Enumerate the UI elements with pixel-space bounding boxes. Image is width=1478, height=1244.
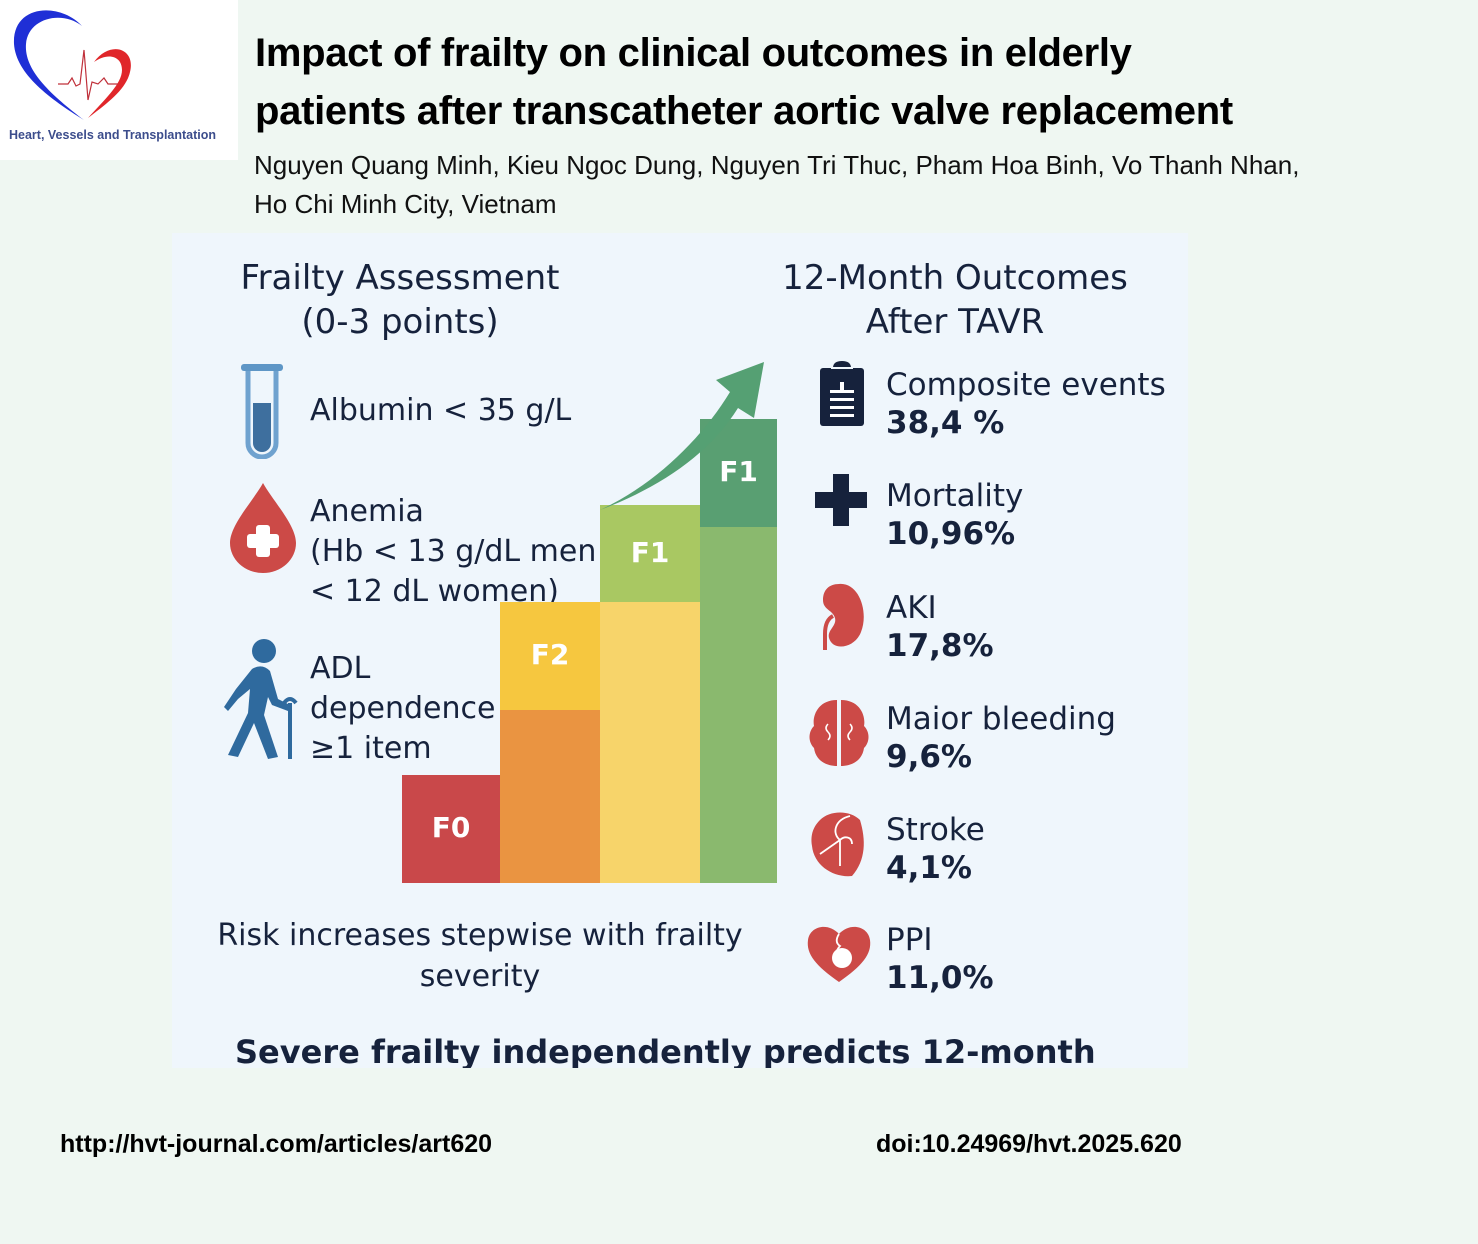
trend-up-arrow-icon (600, 362, 764, 510)
outcome-label: PPI (886, 922, 933, 958)
outcome-label: Mortality (886, 478, 1024, 514)
outcome-mortality: Mortality 10,96% (886, 477, 1023, 553)
criterion-adl: ADL dependence ≥1 item (310, 649, 495, 769)
outcome-label: AKI (886, 590, 937, 626)
journal-name: Heart, Vessels and Transplantation (9, 128, 217, 142)
outcome-label: Composite events (886, 367, 1166, 403)
heart-logo-icon (13, 10, 131, 120)
frailty-step-chart: F0 F2 F1 F1 (402, 350, 782, 884)
outcomes-title-line-2: After TAVR (865, 302, 1045, 342)
criterion-anemia-line-2: (Hb < 13 g/dL men (310, 534, 597, 569)
outcomes-title-line-1: 12-Month Outcomes (782, 258, 1128, 298)
chart-caption: Risk increases stepwise with frailty sev… (200, 915, 760, 997)
clipboard-icon (820, 358, 864, 426)
bar-label: F1 (630, 535, 670, 569)
outcome-value: 11,0% (886, 960, 994, 996)
authors: Nguyen Quang Minh, Kieu Ngoc Dung, Nguye… (254, 146, 1454, 224)
article-title: Impact of frailty on clinical outcomes i… (255, 24, 1435, 140)
criterion-anemia-line-1: Anemia (310, 494, 424, 529)
outcome-value: 9,6% (886, 739, 972, 775)
outcome-composite: Composite events 38,4 % (886, 366, 1166, 442)
criterion-adl-line-1: ADL (310, 651, 371, 686)
title-line-1: Impact of frailty on clinical outcomes i… (255, 31, 1132, 75)
outcomes-title: 12-Month Outcomes After TAVR (760, 256, 1150, 344)
outcome-value: 10,96% (886, 516, 1016, 552)
outcome-aki: AKI 17,8% (886, 589, 994, 665)
doi-link[interactable]: doi:10.24969/hvt.2025.620 (876, 1130, 1182, 1158)
outcome-stroke: Stroke 4,1% (886, 811, 985, 887)
outcome-major-bleeding: Maior bleeding 9,6% (886, 700, 1116, 776)
outcome-label: Stroke (886, 812, 985, 848)
bar-label: F2 (530, 638, 570, 672)
outcome-ppi: PPI 11,0% (886, 921, 994, 997)
chart-caption-line-2: severity (419, 959, 541, 994)
criterion-albumin: Albumin < 35 g/L (310, 391, 571, 431)
bar-f1-upper (600, 505, 700, 603)
outcome-value: 38,4 % (886, 405, 1005, 441)
brain-icon (809, 700, 869, 766)
criterion-adl-line-3: ≥1 item (310, 731, 432, 766)
criterion-adl-line-2: dependence (310, 691, 496, 726)
outcome-value: 17,8% (886, 628, 994, 664)
frailty-title-line-1: Frailty Assessment (240, 258, 560, 298)
chart-caption-line-1: Risk increases stepwise with frailty (217, 918, 743, 953)
blood-drop-icon (230, 483, 296, 573)
article-url-link[interactable]: http://hvt-journal.com/articles/art620 (60, 1130, 493, 1158)
bar-label: F1 (719, 454, 758, 488)
bar-f0-upper (402, 775, 500, 883)
walking-elderly-icon (224, 639, 298, 759)
authors-line-2: Ho Chi Minh City, Vietnam (254, 189, 557, 219)
conclusion: Severe frailty independently predicts 12… (235, 1033, 1096, 1068)
test-tube-icon (241, 364, 283, 459)
criterion-albumin-text: Albumin < 35 g/L (310, 393, 572, 428)
kidney-icon (823, 583, 864, 650)
bar-f2-lower (500, 710, 600, 883)
outcome-value: 4,1% (886, 850, 972, 886)
title-line-2: patients after transcatheter aortic valv… (255, 89, 1233, 133)
bar-f1-lower (600, 602, 700, 883)
frailty-assessment-title: Frailty Assessment (0-3 points) (200, 256, 600, 344)
frailty-title-line-2: (0-3 points) (301, 302, 499, 342)
bar-label: F0 (431, 811, 471, 845)
bar-f2-upper (500, 602, 600, 711)
heart-pacemaker-icon (807, 926, 871, 982)
criterion-anemia: Anemia (Hb < 13 g/dL men < 12 dL women) (310, 492, 596, 612)
outcome-label: Maior bleeding (886, 701, 1116, 737)
bar-f1-lower (700, 526, 777, 883)
cross-icon (815, 474, 867, 526)
authors-line-1: Nguyen Quang Minh, Kieu Ngoc Dung, Nguye… (254, 150, 1300, 180)
heart-organ-icon (811, 812, 864, 877)
